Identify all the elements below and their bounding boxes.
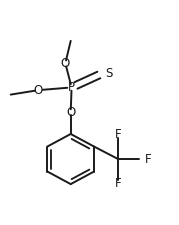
Text: F: F (144, 153, 151, 166)
Text: P: P (68, 81, 75, 94)
Text: F: F (115, 177, 122, 190)
Text: O: O (66, 106, 75, 119)
Text: S: S (105, 67, 112, 80)
Text: O: O (34, 84, 43, 97)
Text: F: F (115, 128, 122, 141)
Text: O: O (61, 57, 70, 70)
